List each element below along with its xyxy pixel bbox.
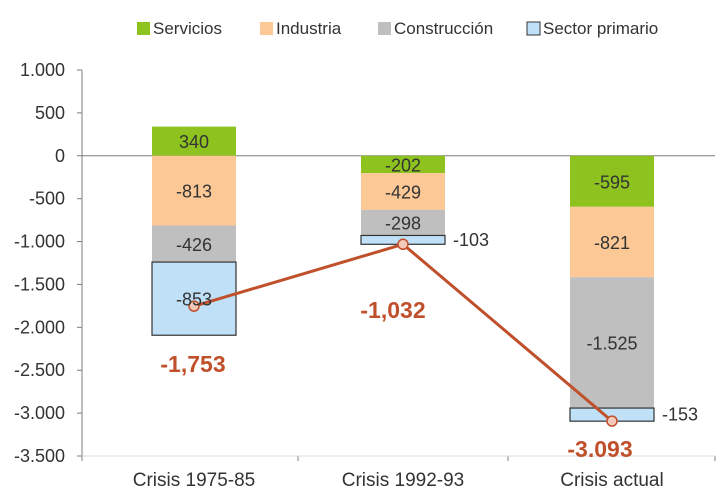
data-label-servicios: -202: [385, 155, 421, 175]
data-label-industria: -821: [594, 233, 630, 253]
bar-segment-sector-primario: [151, 261, 237, 336]
total-label: -1,753: [160, 351, 225, 377]
bar-segment-industria: [152, 155, 236, 226]
y-tick-label: -500: [29, 189, 65, 209]
y-tick-label: 1.000: [20, 60, 65, 80]
legend-swatch-industria: [260, 22, 273, 35]
data-label-construccion: -298: [385, 214, 421, 234]
legend-label-construccion: Construcción: [394, 19, 493, 38]
total-label: -3.093: [567, 436, 632, 462]
labels: 340 -813 -426 -853 -202 -429 -298 -103 -595 -821 -…: [160, 132, 698, 462]
data-label-industria: -429: [385, 183, 421, 203]
y-tick-label: -3.500: [14, 446, 65, 466]
total-point: [397, 238, 409, 251]
legend-swatch-servicios: [137, 22, 150, 35]
category-label-crisis-1975-85: Crisis 1975-85: [133, 470, 256, 491]
y-tick-label: -2.000: [14, 317, 65, 337]
bar-segment-construccion: [361, 209, 445, 236]
y-tick-label: -1.500: [14, 274, 65, 294]
category-label-crisis-1992-93: Crisis 1992-93: [342, 470, 465, 491]
data-label-industria: -813: [176, 182, 212, 202]
legend: Servicios Industria Construcción Sector pri…: [137, 19, 658, 38]
total-point: [606, 415, 618, 427]
legend-swatch-sector-primario: [526, 21, 541, 36]
legend-label-sector-primario: Sector primario: [543, 19, 658, 38]
category-label-crisis-actual: Crisis actual: [560, 470, 663, 491]
legend-label-industria: Industria: [276, 19, 342, 38]
legend-swatch-construccion: [378, 22, 391, 35]
bar-segment-servicios: [570, 155, 654, 207]
data-label-servicios: -595: [594, 172, 630, 192]
y-tick-label: -3.000: [14, 403, 65, 423]
bar-segment-construccion: [570, 277, 654, 409]
total-point: [188, 300, 200, 312]
bar-segment-industria: [361, 173, 445, 210]
data-label-sector-primario: -103: [453, 230, 489, 250]
bar-segment-industria: [570, 206, 654, 278]
bars: [151, 126, 655, 422]
total-series-line: [193, 242, 613, 423]
y-tick-label: 0: [55, 146, 65, 166]
data-label-construccion: -1.525: [586, 334, 637, 354]
bar-segment-servicios: [152, 126, 236, 156]
total-line: [188, 238, 618, 427]
data-label-construccion: -426: [176, 235, 212, 255]
y-tick-label: -2.500: [14, 360, 65, 380]
data-label-servicios: 340: [179, 132, 209, 152]
axes: 1.000 500 0 -500 -1.000 -1.500 -2.000 -2.500 -3.…: [14, 60, 716, 491]
total-label: -1,032: [360, 297, 425, 323]
data-label-sector-primario: -153: [662, 405, 698, 425]
bar-segment-servicios: [361, 155, 445, 174]
y-tick-label: 500: [35, 103, 65, 123]
data-label-sector-primario: -853: [176, 290, 212, 310]
legend-label-servicios: Servicios: [153, 19, 222, 38]
y-tick-label: -1.000: [14, 232, 65, 252]
bar-segment-construccion: [152, 225, 236, 263]
